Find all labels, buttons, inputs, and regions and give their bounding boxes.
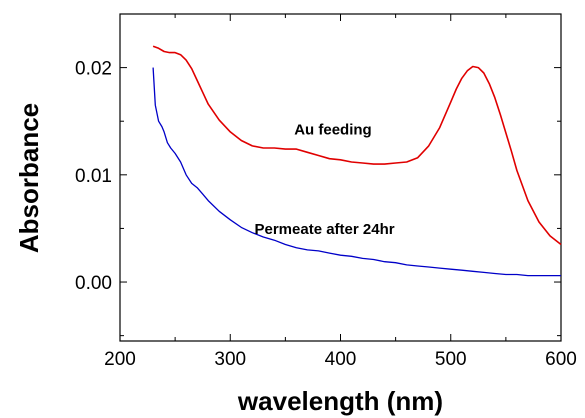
series-lines [152,45,562,277]
y-axis-title: Absorbance [14,103,44,253]
axis-ticks [119,14,562,341]
annotations: Au feeding Permeate after 24hr [255,122,395,238]
tick-labels: 200 300 400 500 600 0.00 0.01 0.02 [75,59,577,370]
x-tick-label: 300 [214,349,246,370]
x-tick-label: 600 [545,349,577,370]
x-tick-label: 500 [435,349,467,370]
x-tick-label: 400 [325,349,357,370]
series-line-permeate [152,67,561,277]
plot-frame [119,13,562,342]
x-axis-title: wavelength (nm) [237,386,443,416]
y-tick-label: 0.01 [75,166,112,187]
x-tick-label: 200 [104,349,136,370]
y-tick-label: 0.00 [75,273,112,294]
annotation-label: Au feeding [294,122,372,139]
y-tick-label: 0.02 [75,59,112,80]
series-line-au-feeding [152,45,562,246]
annotation-label: Permeate after 24hr [255,221,395,238]
